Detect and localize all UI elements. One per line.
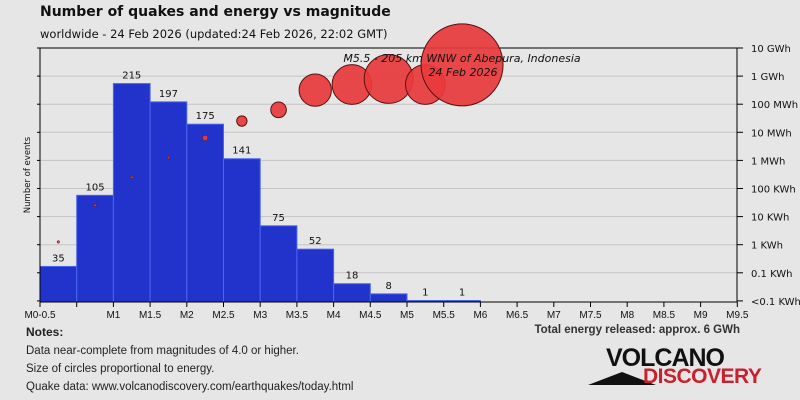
x-tick-label: M1.5	[139, 310, 162, 321]
energy-tick-label: 10 GWh	[751, 44, 791, 55]
bar-value-label: 18	[346, 271, 359, 282]
annotation-line2: 24 Feb 2026	[428, 66, 497, 79]
note-line: Size of circles proportional to energy.	[26, 363, 215, 375]
energy-circle	[298, 73, 332, 107]
histogram-bar	[369, 293, 408, 303]
bar-value-label: 1	[459, 288, 465, 299]
histogram-bar	[333, 283, 371, 303]
x-tick-label: M2.5	[212, 310, 235, 321]
bar-value-label: 175	[196, 111, 215, 122]
energy-tick-label: 0.1 KWh	[751, 269, 793, 280]
x-tick-label: M2	[180, 310, 194, 321]
x-tick-label: M7	[547, 310, 561, 321]
x-tick-label: M6.5	[506, 310, 529, 321]
x-tick-label: M4.5	[359, 310, 382, 321]
energy-tick-label: 100 KWh	[751, 185, 796, 196]
energy-circle	[202, 134, 209, 141]
x-tick-label: M8	[620, 310, 634, 321]
energy-circle	[236, 115, 248, 127]
bar-value-label: 141	[232, 146, 251, 157]
energy-tick-label: 100 MWh	[751, 100, 798, 111]
energy-circle	[270, 101, 287, 119]
energy-circle	[93, 203, 97, 207]
histogram-bar	[259, 225, 298, 303]
x-tick-label: M0-0.5	[24, 310, 56, 321]
logo-top: VOLCANO	[606, 344, 725, 372]
energy-tick-label: 1 GWh	[751, 72, 785, 83]
total-energy: Total energy released: approx. 6 GWh	[534, 324, 740, 336]
x-tick-label: M8.5	[653, 310, 676, 321]
energy-circle	[56, 240, 60, 244]
bar-value-label: 75	[272, 213, 285, 224]
bar-value-label: 8	[385, 281, 391, 292]
x-tick-label: M5.5	[433, 310, 456, 321]
energy-tick-label: 10 KWh	[751, 213, 789, 224]
histogram-bar	[296, 248, 335, 303]
x-tick-label: M3.5	[286, 310, 309, 321]
x-tick-label: M1	[106, 310, 120, 321]
energy-tick-label: <0.1 KWh	[751, 297, 800, 308]
bar-value-label: 215	[122, 71, 141, 82]
histogram-bar	[223, 158, 261, 303]
y-axis-label: Number of events	[23, 136, 33, 213]
notes: Notes: Data near-complete from magnitude…	[26, 323, 354, 396]
chart-title: Number of quakes and energy vs magnitude	[40, 4, 391, 20]
energy-circle	[130, 175, 134, 179]
bar-value-label: 52	[309, 236, 322, 247]
x-tick-label: M9	[694, 310, 708, 321]
note-line: Data near-complete from magnitudes of 4.…	[26, 345, 299, 357]
x-tick-label: M9.5	[726, 310, 749, 321]
logo-bottom: DISCOVERY	[643, 365, 762, 388]
bar-value-label: 197	[159, 89, 178, 100]
x-tick-label: M4	[327, 310, 341, 321]
annotation-line1: M5.5 - 205 km WNW of Abepura, Indonesia	[343, 52, 581, 65]
energy-tick-label: 1 MWh	[751, 156, 785, 167]
bar-value-label: 105	[86, 182, 105, 193]
notes-heading: Notes:	[26, 325, 64, 339]
x-tick-label: M3	[253, 310, 267, 321]
histogram-bar	[186, 123, 225, 303]
x-tick-label: M6	[473, 310, 487, 321]
histogram-bar	[112, 83, 151, 303]
x-tick-label: M5	[400, 310, 414, 321]
histogram-bar	[39, 265, 78, 303]
x-tick-label: M7.5	[579, 310, 602, 321]
note-line: Quake data: www.volcanodiscovery.com/ear…	[26, 381, 354, 393]
chart-subtitle: worldwide - 24 Feb 2026 (updated:24 Feb …	[40, 27, 388, 41]
energy-tick-label: 10 MWh	[751, 128, 792, 139]
histogram-bar	[149, 101, 188, 303]
bar-value-label: 35	[52, 253, 65, 264]
energy-circle	[420, 23, 504, 107]
volcano-icon	[588, 372, 656, 385]
energy-circle	[166, 155, 171, 160]
histogram-bar	[76, 194, 114, 303]
volcanodiscovery-logo: VOLCANO DISCOVERY	[588, 344, 762, 388]
bar-value-label: 1	[422, 288, 428, 299]
energy-tick-label: 1 KWh	[751, 241, 783, 252]
